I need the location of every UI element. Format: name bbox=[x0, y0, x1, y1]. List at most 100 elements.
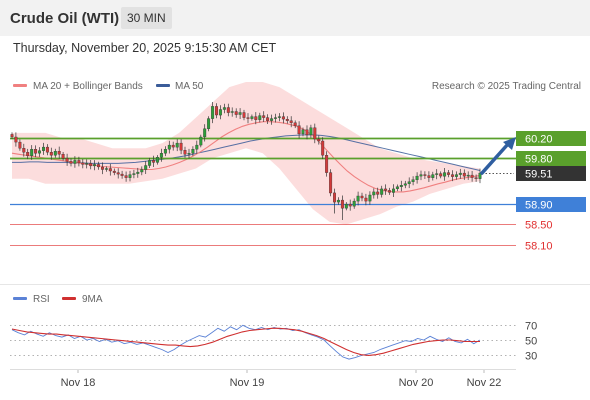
candle-bearish bbox=[116, 172, 120, 175]
candle-bullish bbox=[136, 171, 140, 174]
candle-bullish bbox=[211, 106, 215, 119]
resistance-tag bbox=[516, 131, 586, 146]
candle-bearish bbox=[384, 188, 388, 191]
candle-bearish bbox=[262, 115, 266, 118]
candle-bullish bbox=[53, 151, 57, 156]
resistance-label: 59.80 bbox=[525, 154, 553, 166]
candle-bullish bbox=[392, 188, 395, 193]
pivot-tag bbox=[516, 197, 586, 212]
candle-bearish bbox=[246, 117, 250, 119]
candle-bullish bbox=[238, 112, 242, 115]
support-label: 58.10 bbox=[525, 241, 553, 253]
candle-bearish bbox=[451, 174, 454, 177]
price-level-layer bbox=[10, 137, 516, 246]
bollinger-band bbox=[12, 82, 480, 225]
rsi-layer: 70 50 30 bbox=[10, 321, 537, 363]
x-tick-label: Nov 22 bbox=[467, 377, 502, 389]
candle-bullish bbox=[159, 153, 163, 158]
ma20-legend-swatch bbox=[13, 84, 27, 87]
candle-bearish bbox=[470, 174, 474, 178]
x-axis-layer: Nov 18 Nov 19 Nov 20 Nov 22 bbox=[61, 369, 502, 389]
candle-bearish bbox=[297, 125, 301, 135]
candle-bullish bbox=[128, 174, 132, 178]
candle-bullish bbox=[191, 149, 195, 154]
candle-bearish bbox=[65, 158, 69, 162]
candle-bullish bbox=[218, 109, 222, 116]
candle-bullish bbox=[403, 183, 407, 186]
instrument-title: Crude Oil (WTI) bbox=[10, 10, 120, 27]
candle-bullish bbox=[368, 194, 372, 202]
rsi-ma-legend-label: 9MA bbox=[82, 294, 103, 305]
candle-bullish bbox=[132, 173, 136, 175]
candle-bullish bbox=[356, 195, 360, 202]
candle-bullish bbox=[42, 146, 45, 151]
candle-bullish bbox=[73, 160, 77, 164]
candle-bearish bbox=[97, 164, 100, 168]
candle-bullish bbox=[38, 150, 41, 154]
candle-bullish bbox=[454, 174, 458, 177]
candle-bullish bbox=[352, 200, 356, 207]
candle-bullish bbox=[478, 172, 482, 179]
candle-bullish bbox=[199, 136, 203, 146]
candle-bullish bbox=[104, 168, 108, 170]
last-price-tag bbox=[516, 166, 586, 181]
candle-bullish bbox=[435, 173, 439, 175]
candle-bearish bbox=[388, 190, 391, 193]
candle-bearish bbox=[124, 175, 128, 178]
candle-bullish bbox=[395, 186, 399, 189]
candle-bullish bbox=[203, 128, 207, 138]
bollinger-band-layer bbox=[12, 82, 480, 225]
ma50-legend-label: MA 50 bbox=[175, 81, 204, 92]
candle-bearish bbox=[242, 112, 246, 118]
candle-bullish bbox=[301, 129, 305, 135]
candle-bearish bbox=[293, 122, 297, 126]
candle-bearish bbox=[120, 173, 124, 176]
candle-bullish bbox=[93, 164, 97, 167]
candle-bullish bbox=[274, 117, 277, 119]
candle-bearish bbox=[215, 106, 218, 116]
projection-arrow bbox=[480, 142, 510, 175]
candle-bullish bbox=[372, 191, 376, 196]
candle-bearish bbox=[45, 146, 49, 153]
candle-bullish bbox=[466, 174, 470, 177]
candle-bullish bbox=[270, 118, 274, 121]
rsi-tick-label: 50 bbox=[525, 336, 537, 348]
candle-bearish bbox=[376, 191, 380, 195]
candle-bullish bbox=[336, 199, 340, 203]
candle-bearish bbox=[18, 141, 22, 149]
candle-bearish bbox=[183, 150, 187, 155]
candle-bearish bbox=[462, 172, 466, 177]
candle-bullish bbox=[144, 165, 148, 170]
candle-bearish bbox=[340, 199, 344, 209]
candle-bearish bbox=[81, 162, 85, 165]
candle-bearish bbox=[427, 175, 431, 178]
candle-bearish bbox=[305, 129, 309, 136]
timeframe-button[interactable]: 30 MIN bbox=[121, 7, 172, 29]
candle-bearish bbox=[329, 172, 333, 194]
candle-bearish bbox=[89, 163, 93, 167]
candle-bearish bbox=[289, 120, 293, 123]
candle-bullish bbox=[156, 157, 159, 163]
candlestick-layer bbox=[10, 102, 482, 220]
candle-bearish bbox=[112, 170, 116, 173]
candle-bearish bbox=[266, 117, 270, 121]
candle-bearish bbox=[447, 172, 450, 175]
candle-bearish bbox=[26, 152, 30, 156]
candle-bearish bbox=[101, 166, 104, 170]
candle-bullish bbox=[407, 181, 411, 184]
x-tick-label: Nov 18 bbox=[61, 377, 96, 389]
candle-bearish bbox=[49, 152, 53, 156]
candle-bullish bbox=[187, 153, 191, 155]
candle-bearish bbox=[423, 174, 427, 176]
candle-bullish bbox=[344, 203, 348, 209]
rsi-tick-label: 30 bbox=[525, 351, 537, 363]
candle-bullish bbox=[258, 115, 262, 120]
candle-bearish bbox=[285, 119, 289, 121]
rsi-ma-line bbox=[11, 327, 480, 356]
x-tick-label: Nov 19 bbox=[230, 377, 265, 389]
candle-bearish bbox=[281, 116, 285, 120]
rsi-line bbox=[11, 324, 481, 360]
candle-bearish bbox=[360, 195, 364, 199]
candle-bullish bbox=[415, 175, 419, 180]
candle-bearish bbox=[14, 136, 18, 143]
